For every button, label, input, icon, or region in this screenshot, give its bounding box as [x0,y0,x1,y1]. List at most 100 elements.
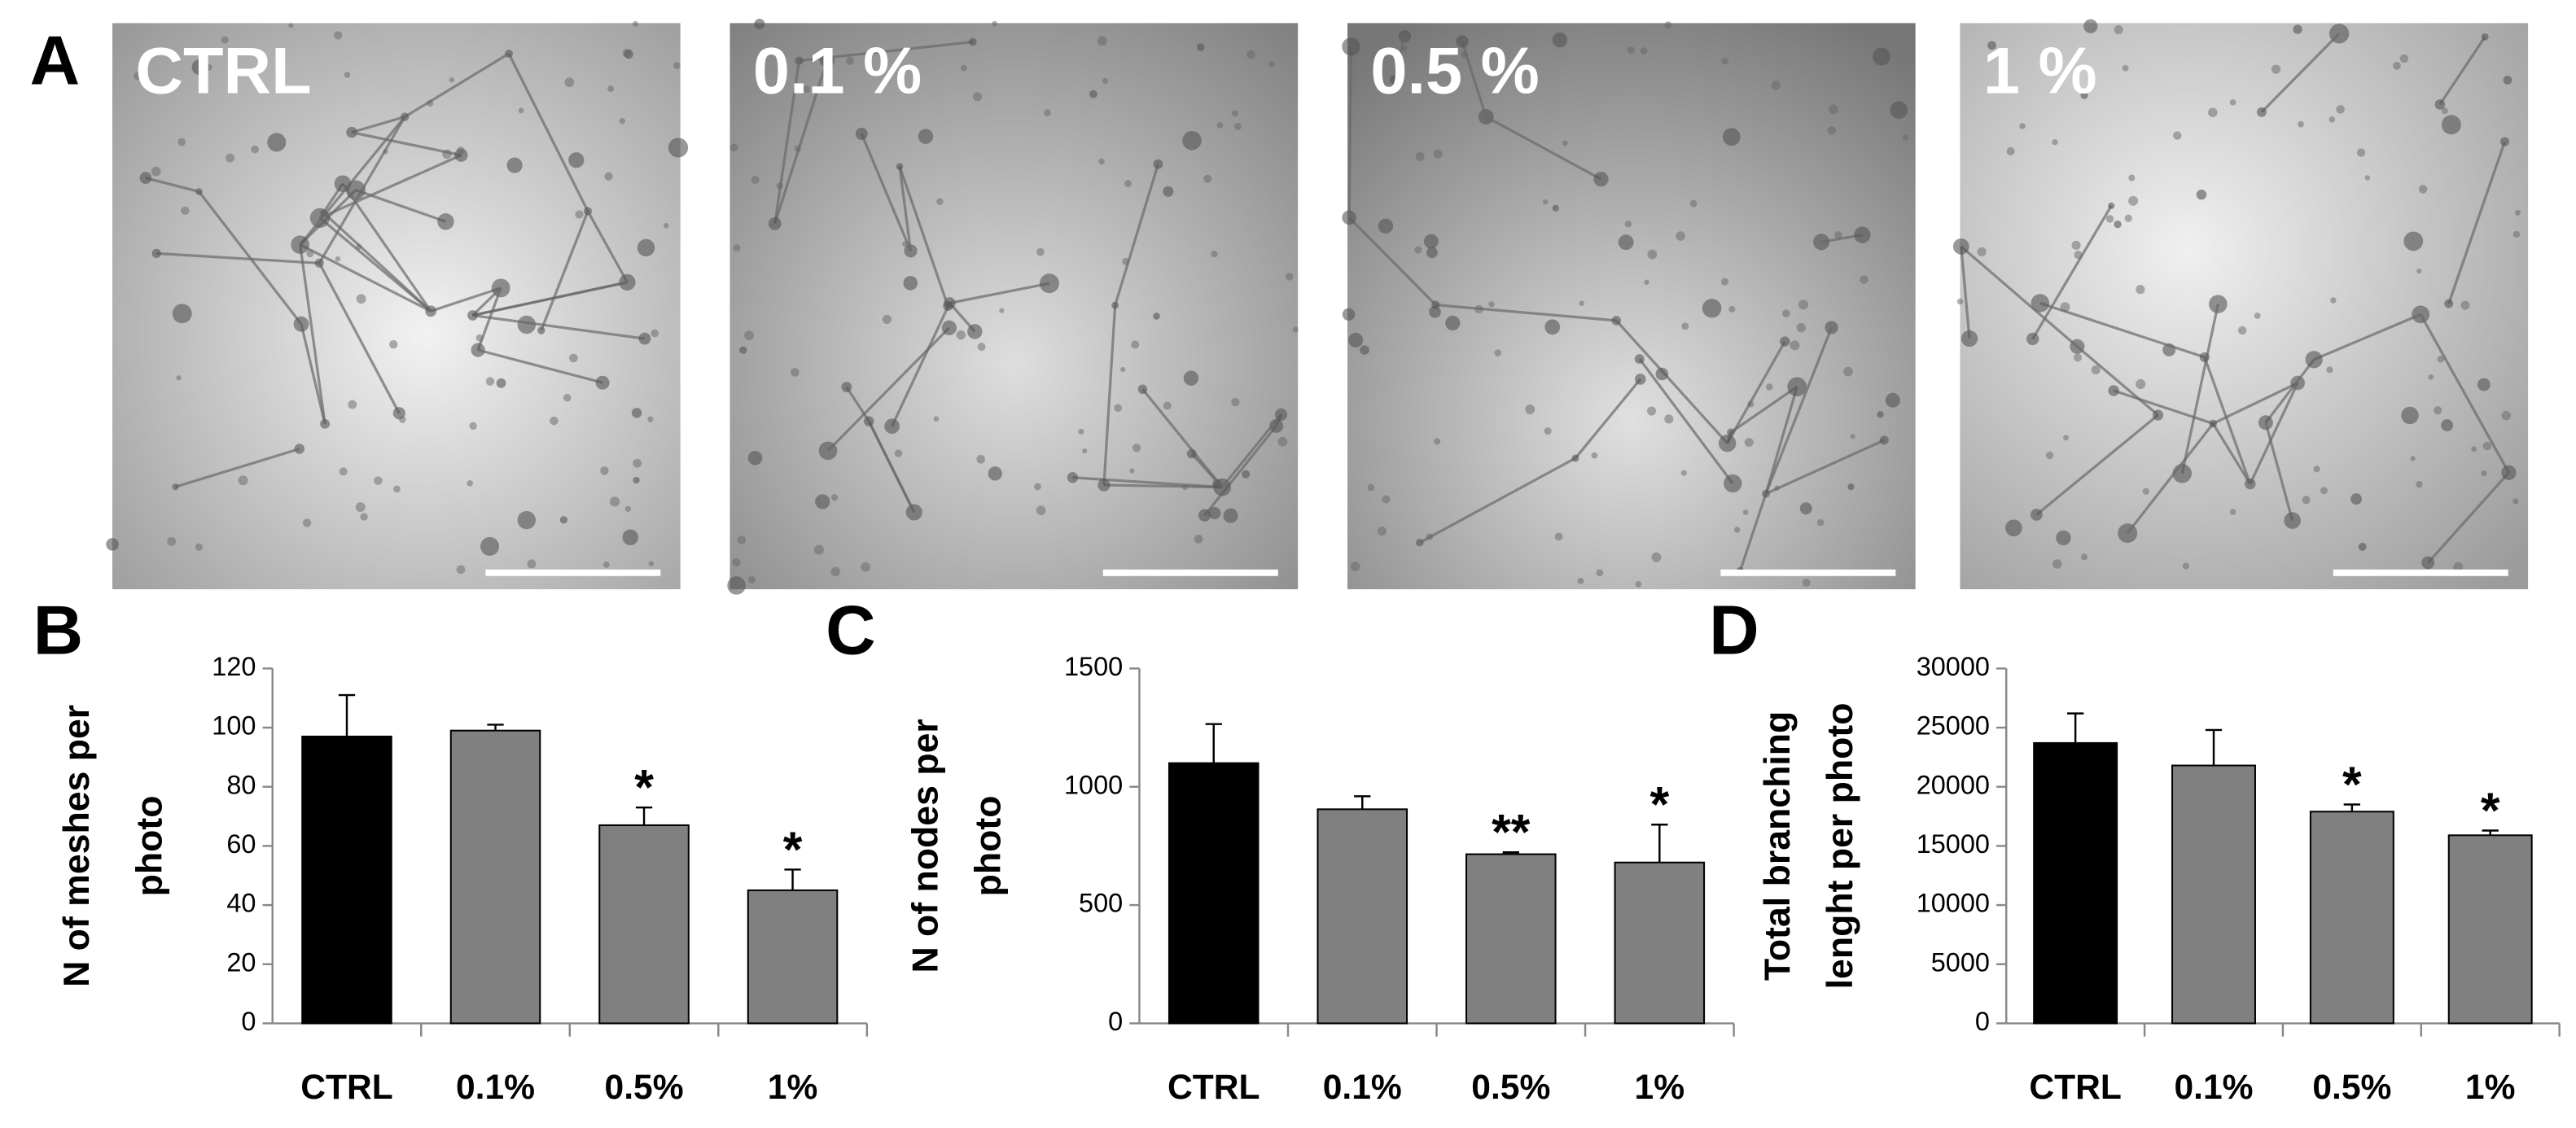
y-tick-label: 20000 [1917,770,1990,799]
cell [2471,446,2477,453]
significance-label: * [2481,782,2500,837]
cell [1798,299,1809,310]
cell [999,308,1005,313]
cell [251,145,259,154]
cell [2074,250,2083,260]
cell [2142,487,2149,495]
error-bar [635,806,653,825]
cell-network [1435,303,1617,322]
cell [1377,527,1387,536]
error-bar [2205,728,2223,766]
cell [2416,268,2422,274]
cell [1850,434,1855,439]
cell-network [949,282,1050,304]
cell-network [299,116,406,246]
x-tick-label: 0.1% [456,1068,535,1107]
cell-cluster [2031,294,2050,313]
cell [777,52,785,60]
error-bar [1651,824,1668,863]
cell [177,138,186,146]
micrograph-background [1960,23,2529,590]
cell [206,63,212,71]
cell-cluster [747,451,763,466]
cell-cluster [1722,128,1741,146]
cell-cluster [903,276,918,291]
cell-cluster [943,300,953,311]
y-axis-label: photo [969,795,1009,896]
cell [2128,174,2136,181]
cell [956,330,966,340]
cell [1129,468,1135,474]
cell-network [318,216,432,313]
cell [1765,383,1773,391]
bar [1465,853,1557,1025]
cell [1681,322,1689,330]
cell [2045,451,2054,460]
cell [1292,326,1299,333]
y-axis-label: N of meshes per [57,705,97,987]
cell [1579,300,1584,306]
bar [1614,861,1706,1025]
cell [151,166,161,177]
cell [569,353,578,363]
cell [1097,36,1107,46]
cell [1676,231,1685,241]
cell [2091,365,2101,375]
error-bar [2482,829,2499,836]
cell [456,565,466,575]
cell [2364,175,2371,181]
cell [485,377,495,386]
cell-network [299,244,326,425]
cell-cluster [1571,454,1579,462]
cell-cluster [918,129,934,144]
cell-cluster [2256,107,2267,117]
cell [334,31,343,40]
cell-cluster [1269,418,1284,433]
error-bar [338,693,356,737]
cell-cluster [139,172,152,184]
cell [1036,247,1045,256]
cell-cluster [2031,509,2043,521]
cell [1211,251,1218,258]
cell-cluster [2403,231,2424,251]
cell [1098,158,1105,165]
cell-cluster [191,59,208,76]
cell-cluster [293,316,309,332]
cell [2006,146,2015,155]
cell-network [1764,386,1798,495]
cell-network [1103,483,1223,489]
cell-network [1347,46,1353,218]
cell-cluster [1960,330,1978,348]
cell-cluster [1223,508,1238,523]
cell-network [2427,471,2510,564]
cell-network [1418,457,1576,544]
cell-network [1764,326,1833,495]
cell-network [2203,356,2252,485]
cell-cluster [622,529,639,546]
cell [1744,437,1754,448]
cell-cluster [2114,220,2122,229]
cell-cluster [2083,19,2098,33]
cell-cluster [2152,409,2164,421]
cell [1433,149,1443,159]
cell [195,543,203,551]
cell [1834,231,1842,239]
cell-cluster [1398,29,1412,43]
cell-network [472,281,628,317]
cell [2302,496,2311,505]
cell [1562,140,1568,146]
cell-cluster [1780,336,1790,347]
image-label: 1 % [1983,35,2097,108]
cell-network [891,302,951,427]
cell [457,146,465,155]
cell [846,56,855,65]
cell-cluster [2477,378,2491,391]
cell [992,20,997,27]
cell [176,375,182,381]
cell [2453,562,2464,572]
cell [861,562,870,572]
significance-label: * [2342,756,2362,811]
y-axis-label: Total branching [1758,711,1798,981]
bar [2447,834,2533,1025]
